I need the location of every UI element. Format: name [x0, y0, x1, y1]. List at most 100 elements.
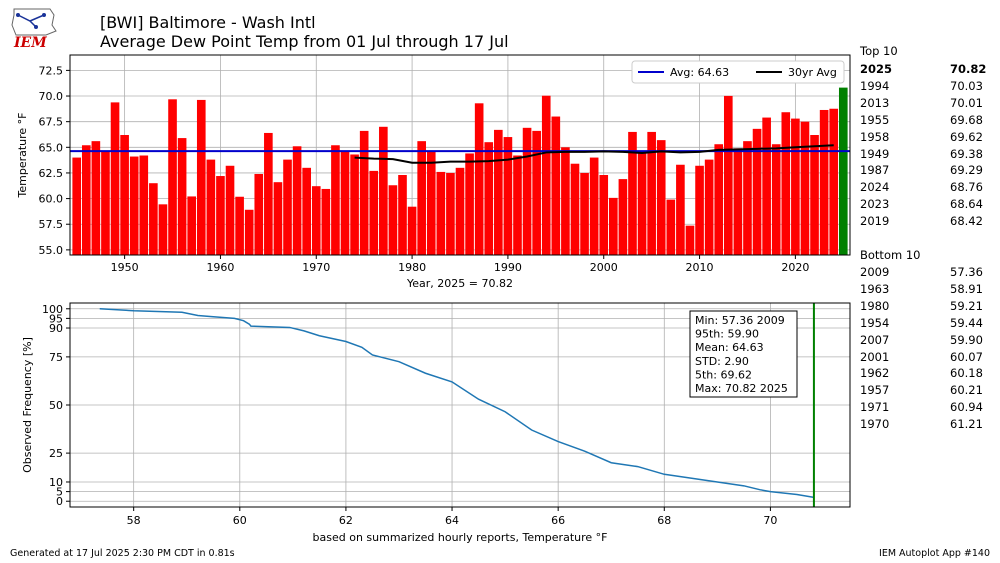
- bar-2015: [743, 141, 752, 255]
- legend-box: [631, 60, 845, 84]
- bar-1996: [561, 147, 570, 255]
- bar-2000: [599, 175, 609, 255]
- bar-1998: [580, 172, 589, 255]
- bar-1954: [158, 204, 168, 255]
- bar-2008: [676, 164, 685, 255]
- cdf-xtick-label: 58: [127, 514, 141, 527]
- rank-year: 1955: [860, 112, 890, 127]
- bar-ytick-label: 72.5: [39, 64, 64, 77]
- rank-value: 70.03: [950, 78, 983, 93]
- top10-header: Top 10: [860, 44, 898, 58]
- cdf-ytick-label: 0: [56, 495, 63, 508]
- bar-2018: [771, 144, 781, 255]
- bar-2021: [800, 121, 810, 256]
- bar-2007: [666, 199, 676, 255]
- bar-1948: [101, 151, 110, 255]
- bar-2020: [791, 118, 800, 255]
- bar-1961: [225, 165, 235, 255]
- bar-1959: [206, 159, 216, 255]
- rank-year: 2001: [860, 349, 890, 364]
- bar-2014: [733, 148, 743, 255]
- cdf-ytick-label: 90: [49, 322, 63, 335]
- cdf-ytick-label: 100: [42, 303, 63, 316]
- rank-value: 61.21: [950, 417, 983, 432]
- iem-logo: IEM: [11, 8, 57, 49]
- bar-1952: [139, 155, 149, 255]
- cdf-xtick-label: 68: [657, 514, 671, 527]
- rank-value: 59.44: [950, 315, 983, 330]
- legend-avg-label: Avg: 64.63: [670, 66, 729, 79]
- cdf-xtick-label: 64: [445, 514, 459, 527]
- bar-1958: [196, 99, 206, 255]
- bar-1949: [110, 102, 120, 255]
- stats-line: Max: 70.82 2025: [695, 382, 788, 395]
- bar-ylabel: Temperature °F: [16, 112, 29, 198]
- bar-2019: [781, 112, 791, 255]
- bar-xtick-label: 1980: [398, 261, 426, 274]
- rank-year: 1954: [860, 315, 890, 330]
- bar-2004: [637, 151, 647, 255]
- bar-1974: [350, 154, 359, 255]
- rank-year: 2007: [860, 332, 890, 347]
- rank-year: 1987: [860, 163, 890, 178]
- rank-year: 1962: [860, 366, 890, 381]
- bar-1990: [503, 137, 513, 255]
- rank-year: 1970: [860, 417, 890, 432]
- rank-value: 57.36: [950, 265, 983, 279]
- bar-2013: [723, 95, 733, 255]
- rank-value: 60.18: [950, 366, 983, 381]
- bar-2001: [609, 197, 618, 255]
- bar-1960: [216, 176, 225, 255]
- bar-1955: [168, 99, 177, 255]
- bar-1987: [474, 103, 484, 255]
- bar-plot-frame: [69, 54, 851, 256]
- cdf-xlabel: based on summarized hourly reports, Temp…: [313, 531, 608, 544]
- rank-value: 68.42: [950, 214, 983, 229]
- chart-title-period: Average Dew Point Temp from 01 Jul throu…: [100, 32, 509, 51]
- rank-value: 68.64: [950, 197, 983, 212]
- bar-1971: [321, 188, 331, 255]
- bar-xtick-label: 1990: [494, 261, 522, 274]
- bar-1973: [340, 151, 350, 255]
- bar-ytick-label: 57.5: [39, 218, 64, 231]
- bar-1995: [551, 116, 561, 256]
- bar-1989: [494, 129, 503, 255]
- bar-1969: [302, 167, 311, 255]
- bar-1994: [541, 95, 551, 255]
- bar-xtick-label: 2010: [686, 261, 714, 274]
- rank-value: 60.07: [950, 349, 983, 364]
- rank-year: 1971: [860, 400, 890, 415]
- bar-1947: [91, 141, 101, 255]
- rank-year: 2019: [860, 214, 890, 229]
- bar-2009: [685, 225, 695, 255]
- rank-year: 1963: [860, 281, 890, 296]
- bar-1956: [177, 138, 187, 255]
- bar-2022: [810, 135, 819, 255]
- bar-2012: [714, 144, 724, 255]
- cdf-ytick-label: 95: [49, 312, 63, 325]
- rank-value: 69.62: [950, 129, 983, 144]
- bar-xtick-label: 1960: [206, 261, 234, 274]
- bottom10-header: Bottom 10: [860, 248, 921, 262]
- stats-line: Mean: 64.63: [695, 341, 764, 354]
- bar-1991: [513, 155, 522, 255]
- bar-1972: [331, 145, 340, 255]
- rank-year: 2025: [860, 62, 893, 76]
- bar-1957: [187, 196, 197, 255]
- footer-app: IEM Autoplot App #140: [879, 548, 990, 559]
- bar-1982: [426, 151, 436, 255]
- bar-legend: Avg: 64.63 30yr Avg: [631, 60, 845, 84]
- rank-year: 1957: [860, 383, 890, 398]
- bar-xlabel: Year, 2025 = 70.82: [406, 277, 513, 290]
- bar-2011: [704, 159, 714, 255]
- rank-value: 69.29: [950, 163, 983, 178]
- cdf-xtick-label: 66: [551, 514, 565, 527]
- rank-value: 69.68: [950, 112, 983, 127]
- bar-1964: [254, 173, 264, 255]
- cdf-ylabel: Observed Frequency [%]: [21, 337, 34, 473]
- bar-2006: [656, 140, 666, 255]
- bar-1997: [570, 163, 580, 255]
- bar-2024: [829, 108, 839, 255]
- cdf-line: [99, 308, 815, 499]
